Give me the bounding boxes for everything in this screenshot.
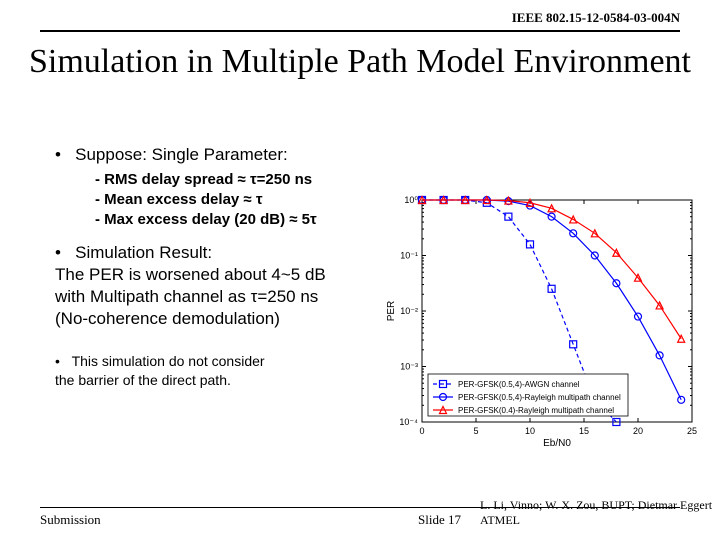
header-rule <box>40 30 680 32</box>
svg-text:PER-GFSK(0.4)-Rayleigh multipa: PER-GFSK(0.4)-Rayleigh multipath channel <box>458 406 614 415</box>
svg-text:10⁻⁴: 10⁻⁴ <box>399 417 418 427</box>
svg-text:10⁻³: 10⁻³ <box>400 362 418 372</box>
suppose-label: Suppose: Single Parameter: <box>75 145 288 164</box>
note-line: the barrier of the direct path. <box>55 372 231 388</box>
svg-text:Eb/N0: Eb/N0 <box>543 438 571 449</box>
note-line: This simulation do not consider <box>72 353 265 369</box>
suppose-bullet: • Suppose: Single Parameter: <box>55 145 680 165</box>
svg-text:10⁻²: 10⁻² <box>400 306 418 316</box>
suppose-item: - RMS delay spread ≈ τ=250 ns <box>95 171 680 188</box>
per-chart: 0 5 10 15 20 25 10⁻⁴ 10⁻³ 10⁻² 10⁻¹ 10⁰ Eb/N0 PER PER… <box>382 190 702 450</box>
slide-title: Simulation in Multiple Path Model Enviro… <box>0 42 720 83</box>
svg-text:10⁰: 10⁰ <box>404 195 418 205</box>
footer-center: Slide 17 <box>418 512 461 528</box>
result-line: The PER is worsened about 4~5 dB <box>55 265 326 284</box>
svg-text:25: 25 <box>687 426 697 436</box>
svg-text:PER-GFSK(0.5,4)-Rayleigh multi: PER-GFSK(0.5,4)-Rayleigh multipath chann… <box>458 393 621 402</box>
svg-text:0: 0 <box>419 426 424 436</box>
svg-text:10⁻¹: 10⁻¹ <box>400 251 418 261</box>
svg-text:20: 20 <box>633 426 643 436</box>
svg-text:PER: PER <box>386 301 397 322</box>
result-line: (No-coherence demodulation) <box>55 309 280 328</box>
svg-text:10: 10 <box>525 426 535 436</box>
svg-text:PER-GFSK(0.5,4)-AWGN channel: PER-GFSK(0.5,4)-AWGN channel <box>458 380 580 389</box>
svg-text:5: 5 <box>473 426 478 436</box>
footer-left: Submission <box>40 512 101 528</box>
result-heading: Simulation Result: <box>75 243 212 262</box>
doc-id: IEEE 802.15-12-0584-03-004N <box>512 10 680 26</box>
footer-right: L. Li, Vinno; W. X. Zou, BUPT; Dietmar E… <box>480 498 720 528</box>
svg-text:15: 15 <box>579 426 589 436</box>
result-line: with Multipath channel as τ=250 ns <box>55 287 318 306</box>
